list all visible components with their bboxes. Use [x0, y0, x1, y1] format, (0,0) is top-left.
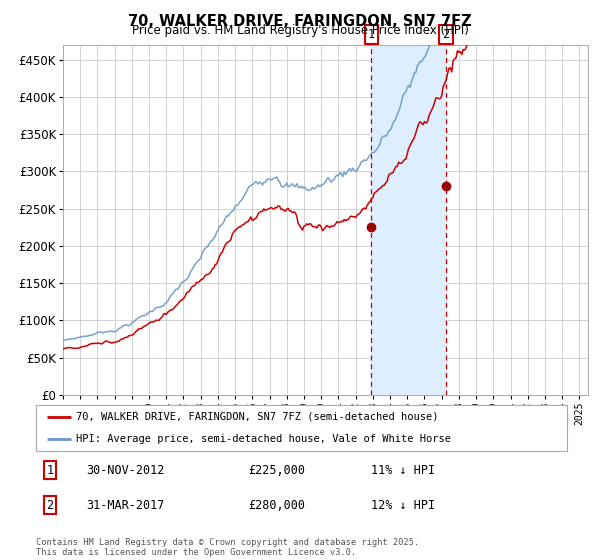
- Text: 70, WALKER DRIVE, FARINGDON, SN7 7FZ: 70, WALKER DRIVE, FARINGDON, SN7 7FZ: [128, 14, 472, 29]
- Text: 70, WALKER DRIVE, FARINGDON, SN7 7FZ (semi-detached house): 70, WALKER DRIVE, FARINGDON, SN7 7FZ (se…: [76, 412, 439, 422]
- Text: 2: 2: [47, 499, 54, 512]
- Text: 30-NOV-2012: 30-NOV-2012: [86, 464, 165, 477]
- Bar: [371, 45, 446, 395]
- Text: 12% ↓ HPI: 12% ↓ HPI: [371, 499, 434, 512]
- Text: HPI: Average price, semi-detached house, Vale of White Horse: HPI: Average price, semi-detached house,…: [76, 434, 451, 444]
- Text: 11% ↓ HPI: 11% ↓ HPI: [371, 464, 434, 477]
- Text: Price paid vs. HM Land Registry's House Price Index (HPI): Price paid vs. HM Land Registry's House …: [131, 24, 469, 37]
- Text: 31-MAR-2017: 31-MAR-2017: [86, 499, 165, 512]
- Text: Contains HM Land Registry data © Crown copyright and database right 2025.
This d: Contains HM Land Registry data © Crown c…: [36, 538, 419, 557]
- Text: 2: 2: [442, 27, 449, 41]
- Text: 1: 1: [47, 464, 54, 477]
- Text: £280,000: £280,000: [248, 499, 305, 512]
- Text: 1: 1: [368, 27, 375, 41]
- Text: £225,000: £225,000: [248, 464, 305, 477]
